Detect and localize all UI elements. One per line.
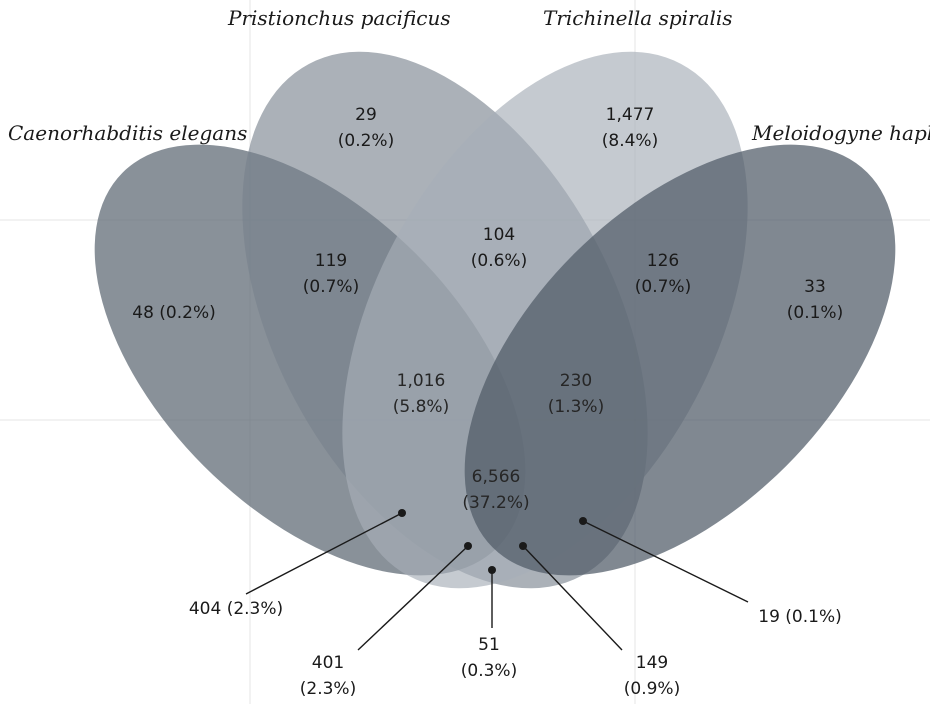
region-mh-only-count: 33 [804, 277, 826, 297]
region-ce-pp-ts-count: 1,016 [397, 371, 446, 391]
region-ce-ts: 404 (2.3%) [189, 599, 283, 619]
region-ce-mh-count: 51 [478, 635, 500, 655]
label-t-spiralis: Trichinella spiralis [543, 6, 733, 30]
region-pp-ts-mh-count: 230 [560, 371, 592, 391]
region-pp-ts-count: 104 [483, 225, 515, 245]
region-ts-only-count: 1,477 [606, 105, 655, 125]
region-ce-ts-mh-pct: (2.3%) [300, 679, 356, 699]
label-m-hapla: Meloidogyne hapla [751, 121, 930, 145]
region-pp-only-count: 29 [355, 105, 377, 125]
region-ce-pp-pct: (0.7%) [303, 277, 359, 297]
label-c-elegans: Caenorhabditis elegans [8, 121, 247, 145]
region-ce-ts-mh-count: 401 [312, 653, 344, 673]
region-ce-pp-mh-pct: (0.9%) [624, 679, 680, 699]
region-mh-only-pct: (0.1%) [787, 303, 843, 323]
leaders [245, 509, 749, 651]
region-pp-mh: 19 (0.1%) [758, 607, 842, 627]
region-all-four-count: 6,566 [472, 467, 521, 487]
leader-dot-pp-mh [579, 517, 587, 525]
leader-dot-ce-ts [398, 509, 406, 517]
leader-dot-ce-pp-mh [519, 542, 527, 550]
region-ce-mh-pct: (0.3%) [461, 661, 517, 681]
region-ce-pp-count: 119 [315, 251, 347, 271]
leader-dot-ce-mh [488, 566, 496, 574]
region-ce-only: 48 (0.2%) [132, 303, 216, 323]
region-ts-only-pct: (8.4%) [602, 131, 658, 151]
region-ce-pp-ts-pct: (5.8%) [393, 397, 449, 417]
region-ts-mh-pct: (0.7%) [635, 277, 691, 297]
region-pp-ts-mh-pct: (1.3%) [548, 397, 604, 417]
ellipse-m-hapla [464, 144, 896, 576]
region-ts-mh-count: 126 [647, 251, 679, 271]
region-pp-ts-pct: (0.6%) [471, 251, 527, 271]
region-ce-pp-mh-count: 149 [636, 653, 668, 673]
label-p-pacificus: Pristionchus pacificus [227, 6, 451, 30]
region-all-four-pct: (37.2%) [462, 493, 529, 513]
leader-dot-ce-ts-mh [464, 542, 472, 550]
region-pp-only-pct: (0.2%) [338, 131, 394, 151]
